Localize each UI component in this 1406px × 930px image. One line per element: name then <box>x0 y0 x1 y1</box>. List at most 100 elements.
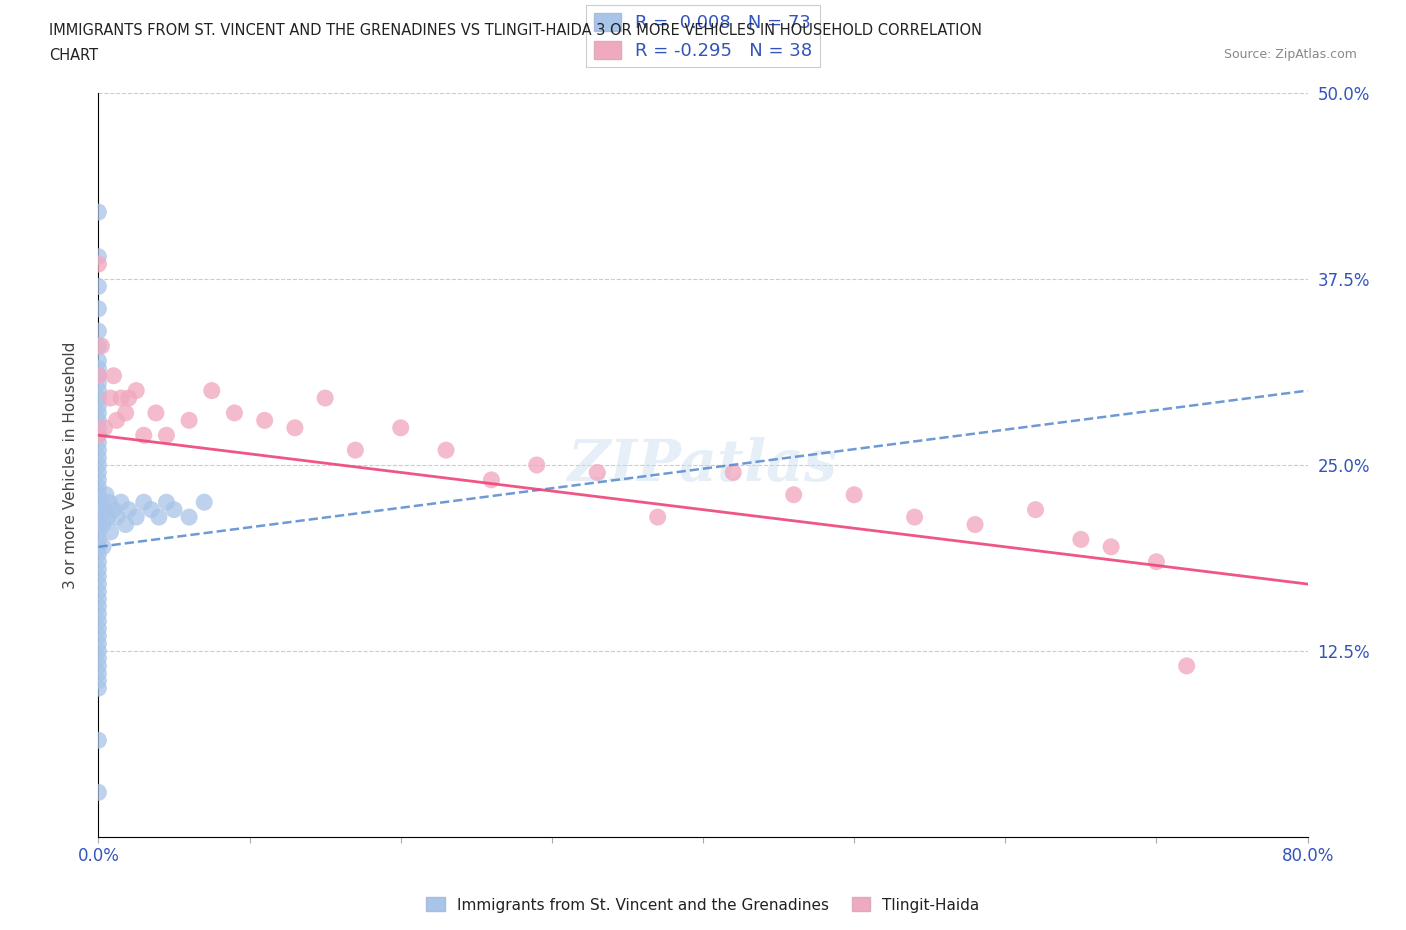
Point <box>87 205 110 219</box>
Point <box>1024 502 1046 517</box>
Point <box>1099 539 1122 554</box>
Point <box>783 487 806 502</box>
Point <box>87 257 110 272</box>
Point <box>87 420 110 435</box>
Point <box>965 517 987 532</box>
Point <box>87 405 110 420</box>
Point <box>87 554 110 569</box>
Point <box>87 629 110 644</box>
Point <box>87 376 110 391</box>
Point <box>98 495 121 510</box>
Point <box>91 539 114 554</box>
Y-axis label: 3 or more Vehicles in Household: 3 or more Vehicles in Household <box>63 341 77 589</box>
Point <box>723 465 745 480</box>
Point <box>87 673 110 688</box>
Point <box>125 510 148 525</box>
Text: ZIPatlas: ZIPatlas <box>568 437 838 493</box>
Legend: Immigrants from St. Vincent and the Grenadines, Tlingit-Haida: Immigrants from St. Vincent and the Gren… <box>420 891 986 919</box>
Point <box>100 391 122 405</box>
Point <box>87 339 110 353</box>
Point <box>1070 532 1092 547</box>
Point <box>87 383 110 398</box>
Point <box>253 413 276 428</box>
Point <box>87 368 110 383</box>
Point <box>87 636 110 651</box>
Point <box>904 510 927 525</box>
Point <box>201 383 224 398</box>
Point <box>87 584 110 599</box>
Point <box>87 443 110 458</box>
Point <box>87 785 110 800</box>
Point <box>148 510 170 525</box>
Point <box>87 591 110 606</box>
Point <box>389 420 412 435</box>
Point <box>434 443 457 458</box>
Text: Source: ZipAtlas.com: Source: ZipAtlas.com <box>1223 48 1357 61</box>
Point <box>314 391 336 405</box>
Point <box>1175 658 1198 673</box>
Point <box>87 525 110 539</box>
Point <box>110 495 132 510</box>
Point <box>87 532 110 547</box>
Point <box>87 368 110 383</box>
Point <box>481 472 503 487</box>
Point <box>87 658 110 673</box>
Point <box>87 428 110 443</box>
Point <box>132 495 155 510</box>
Point <box>118 502 141 517</box>
Point <box>87 398 110 413</box>
Point <box>87 279 110 294</box>
Point <box>87 502 110 517</box>
Point <box>145 405 167 420</box>
Point <box>193 495 215 510</box>
Point <box>224 405 246 420</box>
Point <box>87 450 110 465</box>
Point <box>93 502 115 517</box>
Point <box>87 413 110 428</box>
Point <box>87 353 110 368</box>
Point <box>586 465 609 480</box>
Point <box>87 361 110 376</box>
Point <box>87 510 110 525</box>
Point <box>93 420 115 435</box>
Point <box>90 339 112 353</box>
Point <box>103 368 125 383</box>
Point <box>87 249 110 264</box>
Point <box>114 405 136 420</box>
Point <box>87 495 110 510</box>
Point <box>105 510 128 525</box>
Point <box>87 599 110 614</box>
Point <box>284 420 307 435</box>
Point <box>87 577 110 591</box>
Point <box>87 458 110 472</box>
Point <box>125 383 148 398</box>
Point <box>87 301 110 316</box>
Point <box>526 458 548 472</box>
Point <box>87 480 110 495</box>
Point <box>105 413 128 428</box>
Point <box>103 502 125 517</box>
Point <box>87 666 110 681</box>
Point <box>87 614 110 629</box>
Point <box>100 525 122 539</box>
Point <box>91 517 114 532</box>
Point <box>114 517 136 532</box>
Point <box>87 472 110 487</box>
Text: IMMIGRANTS FROM ST. VINCENT AND THE GRENADINES VS TLINGIT-HAIDA 3 OR MORE VEHICL: IMMIGRANTS FROM ST. VINCENT AND THE GREN… <box>49 23 983 38</box>
Point <box>87 517 110 532</box>
Point <box>87 324 110 339</box>
Point <box>87 562 110 577</box>
Point <box>87 569 110 584</box>
Point <box>87 547 110 562</box>
Point <box>163 502 186 517</box>
Point <box>141 502 163 517</box>
Point <box>87 391 110 405</box>
Point <box>87 487 110 502</box>
Point <box>87 681 110 696</box>
Point <box>844 487 866 502</box>
Point <box>87 651 110 666</box>
Point <box>87 621 110 636</box>
Point <box>155 428 177 443</box>
Point <box>87 435 110 450</box>
Point <box>344 443 367 458</box>
